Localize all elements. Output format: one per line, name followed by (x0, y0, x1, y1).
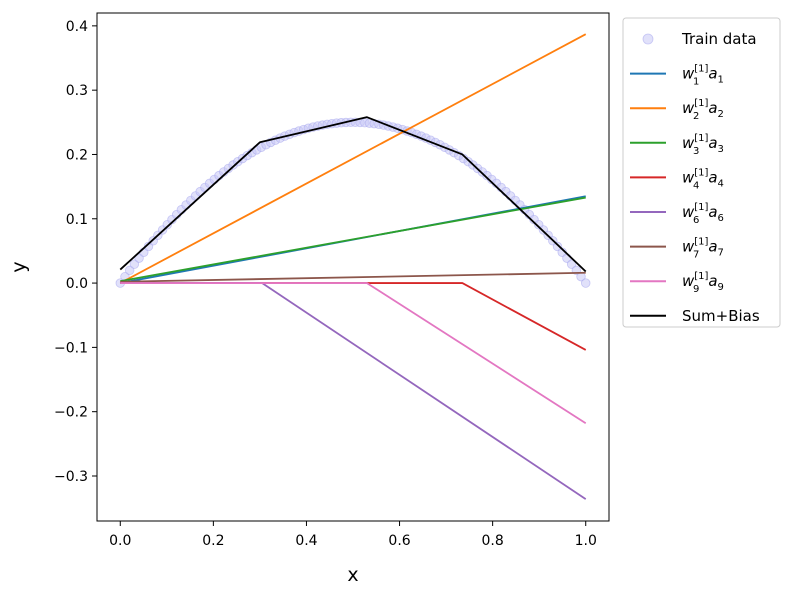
legend-train-data-label: Train data (681, 30, 757, 48)
train-data-point (581, 278, 591, 288)
y-tick-label: 0.0 (66, 276, 88, 292)
legend-box (622, 17, 781, 328)
y-tick-label: 0.1 (66, 212, 88, 228)
series-line-6 (120, 271, 586, 283)
y-tick-label: −0.3 (54, 469, 88, 485)
x-tick-label: 1.0 (575, 533, 597, 549)
legend-series-label: w[1] 1 a1 (682, 64, 724, 88)
x-tick-label: 0.6 (388, 533, 410, 549)
x-tick-label: 0.8 (482, 533, 504, 549)
y-tick-label: −0.2 (54, 405, 88, 421)
x-tick-label: 0.0 (109, 533, 131, 549)
y-tick-label: 0.3 (66, 83, 88, 99)
y-tick-label: −0.1 (54, 340, 88, 356)
x-tick-label: 0.2 (202, 533, 224, 549)
series-line-7 (120, 282, 587, 425)
y-tick-label: 0.4 (66, 19, 88, 35)
series-lines (119, 33, 587, 500)
series-line-2 (119, 33, 587, 284)
legend-series-label: Sum+Bias (682, 307, 760, 325)
legend: Train data w[1] 1 a1 w[1] 2 a2 w[1] 3 a3 w[1] 4 a4 w[… (622, 17, 781, 328)
x-axis-ticks: 0.0 0.2 0.4 0.6 0.8 1.0 (109, 521, 597, 549)
train-data-point (566, 259, 577, 269)
legend-series-label: w[1] 7 a7 (682, 237, 724, 261)
legend-series-label: w[1] 4 a4 (682, 167, 724, 191)
legend-train-data-marker (642, 33, 654, 45)
legend-series-label: w[1] 6 a6 (682, 202, 724, 226)
train-data-point (124, 265, 135, 276)
series-line-8 (119, 116, 587, 273)
legend-series-label: w[1] 9 a9 (682, 271, 724, 295)
legend-series-label: w[1] 2 a2 (682, 98, 724, 122)
legend-series-label: w[1] 3 a3 (682, 133, 724, 157)
plot-frame (96, 12, 610, 522)
y-tick-label: 0.2 (66, 147, 88, 163)
series-line-3 (120, 196, 586, 283)
plot-area (97, 13, 609, 521)
y-axis-ticks: −0.3 −0.2 −0.1 0.0 0.1 0.2 0.3 0.4 (54, 19, 97, 485)
x-tick-label: 0.4 (295, 533, 317, 549)
y-axis-label: y (8, 261, 30, 272)
x-axis-label: x (347, 564, 358, 586)
